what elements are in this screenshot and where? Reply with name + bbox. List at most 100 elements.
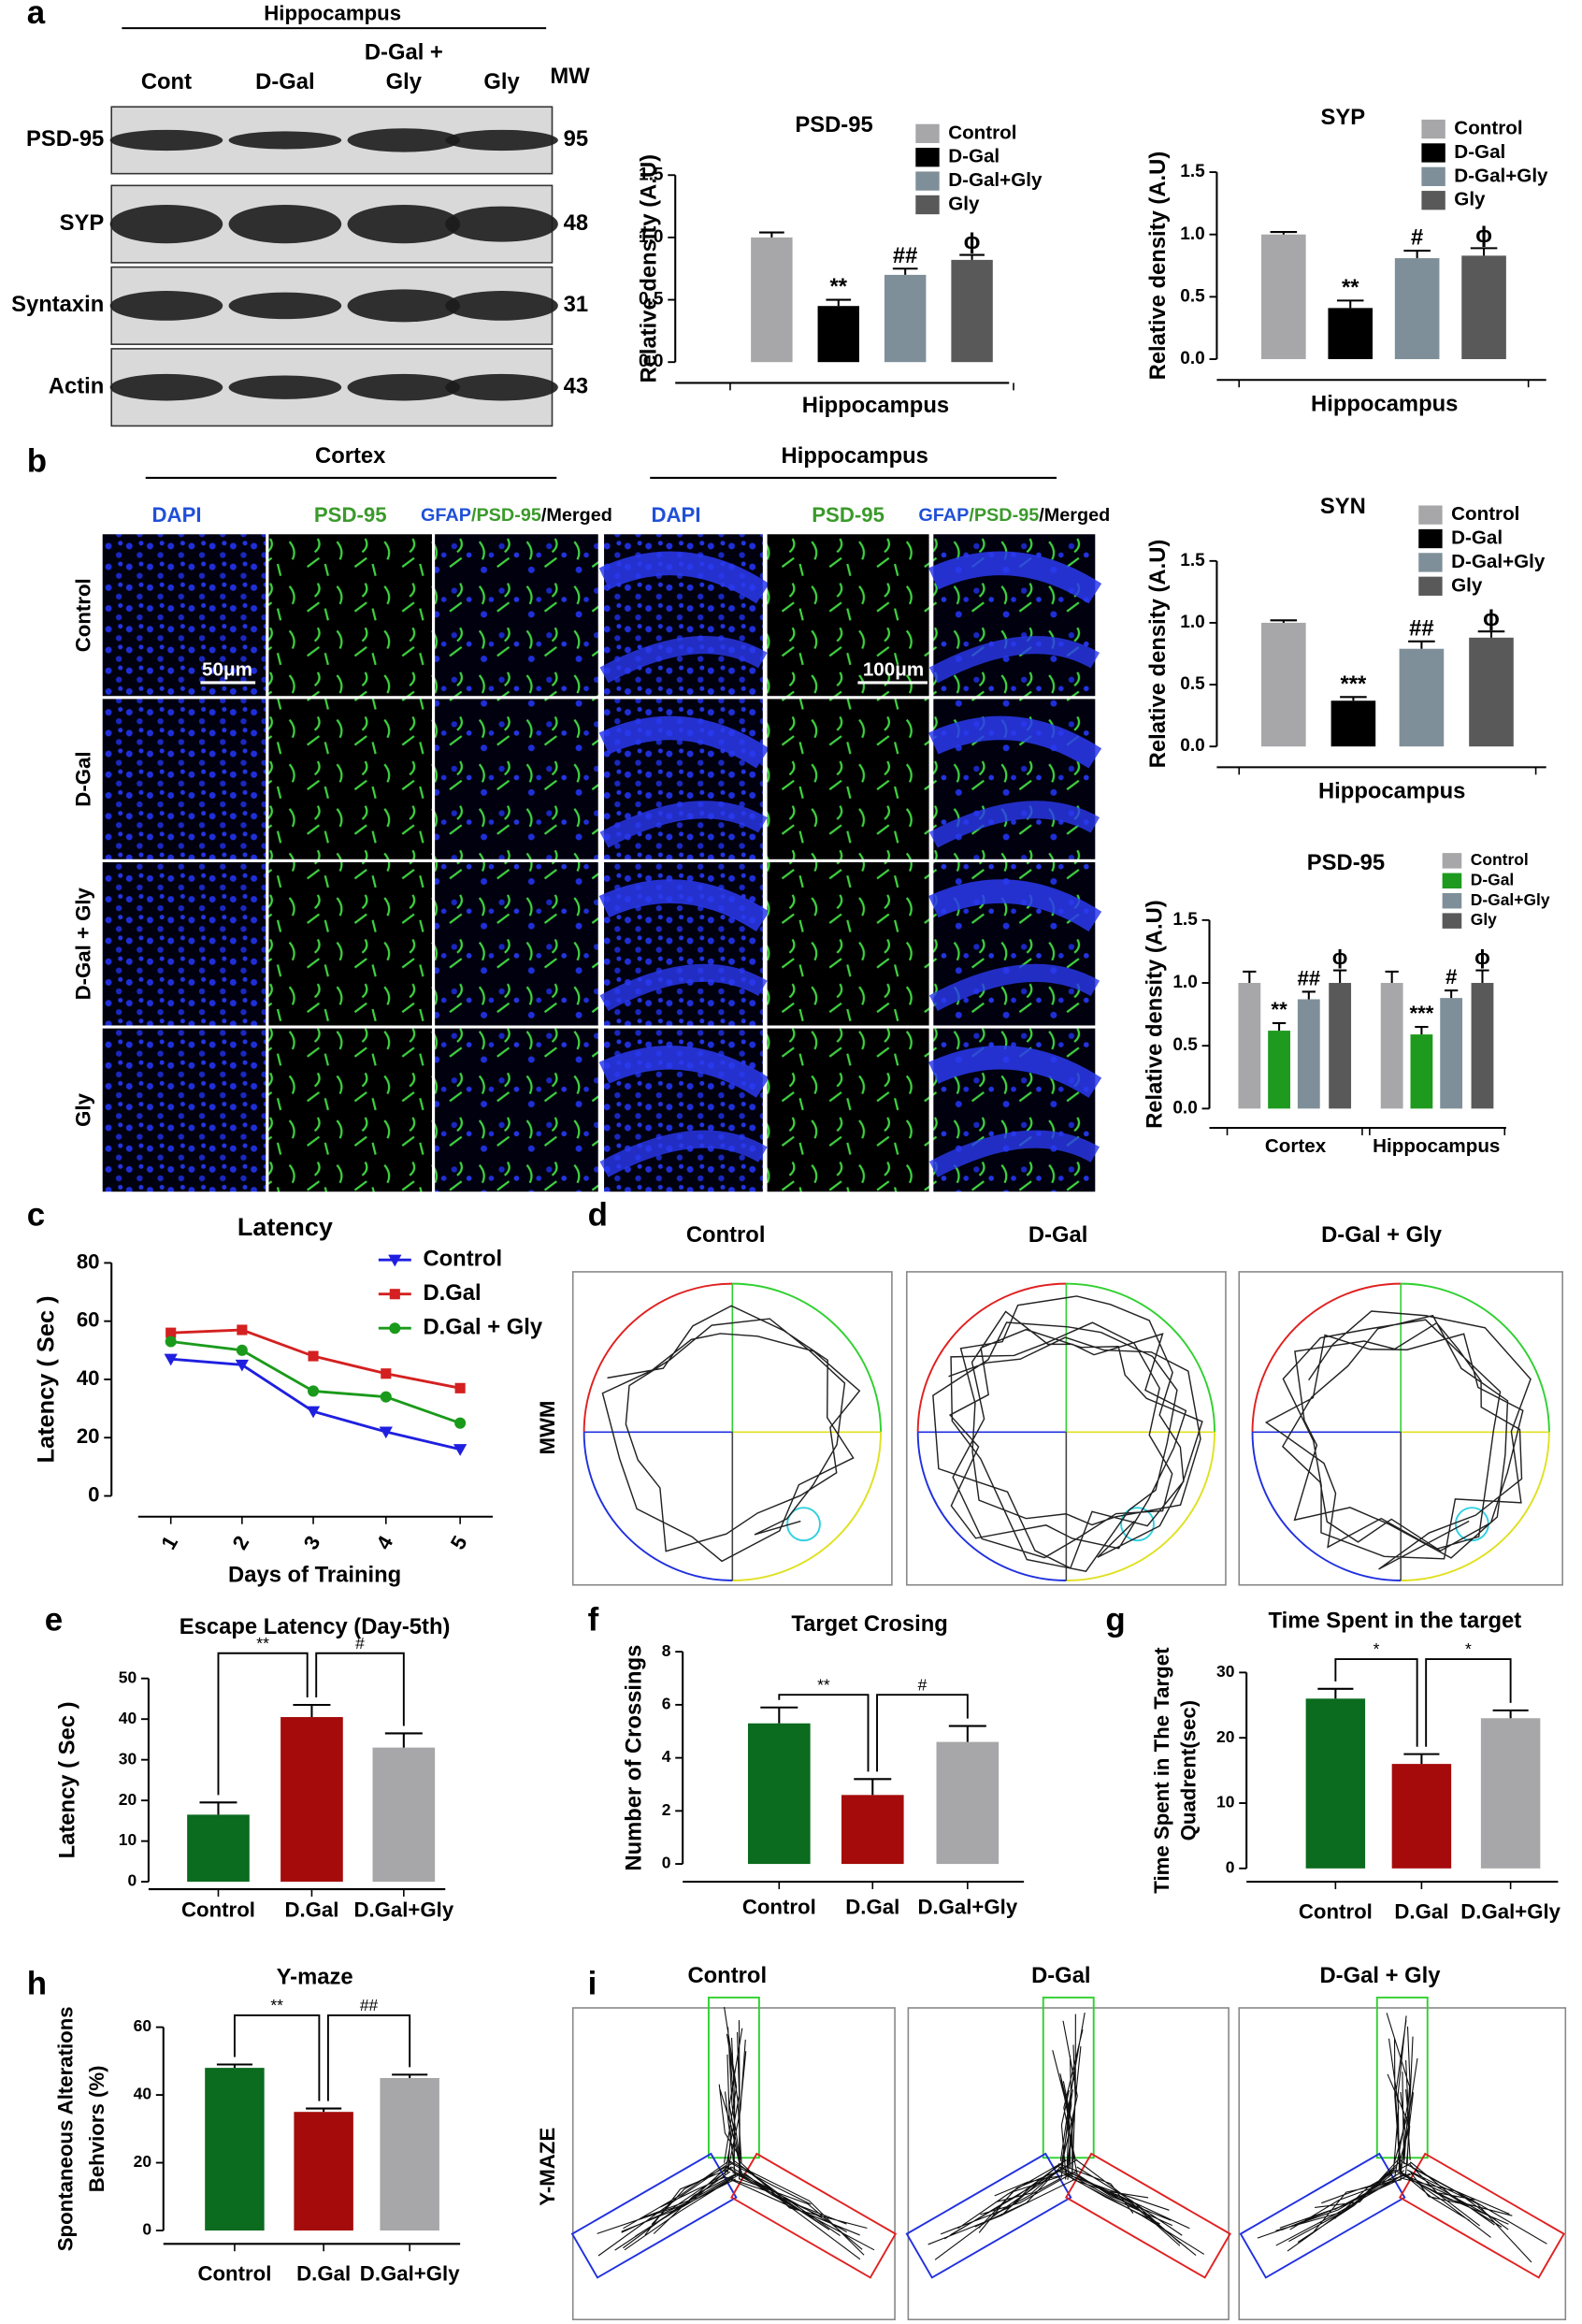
point — [237, 1324, 248, 1335]
quadrant-arc — [1401, 1282, 1550, 1433]
row-label: D-Gal — [72, 751, 95, 806]
y-tick-label: 40 — [77, 1366, 100, 1390]
legend-label: D.Gal — [423, 1280, 481, 1306]
legend-label: D-Gal+Gly — [1451, 551, 1546, 572]
comparison-bracket — [326, 2014, 411, 2101]
x-tick-label: Control — [181, 1898, 255, 1922]
point — [235, 1359, 250, 1372]
y-tick-label: 1.5 — [1180, 162, 1205, 181]
legend-label: D-Gal — [1471, 870, 1515, 888]
point — [165, 1335, 177, 1348]
maze-track — [718, 2006, 747, 2180]
legend-swatch — [915, 171, 940, 191]
micrograph — [102, 699, 266, 859]
legend-label: Control — [948, 122, 1016, 143]
significance: ** — [1271, 998, 1287, 1021]
quadrant-arc — [1401, 1432, 1550, 1581]
blot-band — [228, 292, 342, 320]
y-tick-label: 0.0 — [1180, 349, 1204, 368]
micrograph — [767, 534, 929, 697]
micrograph — [102, 861, 266, 1026]
comparison-label: * — [1373, 1639, 1380, 1658]
maze-arm — [1239, 2152, 1406, 2279]
bar — [1328, 308, 1373, 360]
y-tick-label: 2 — [662, 1800, 671, 1819]
y-tick-label: 20 — [119, 1790, 137, 1809]
channel-header: DAPI — [152, 503, 202, 527]
y-axis-label: Number of Crossings — [622, 1645, 647, 1871]
point — [389, 1322, 401, 1335]
lane-label: Gly — [483, 69, 520, 94]
y-axis-label: Spontaneous Alterations — [53, 2006, 77, 2251]
cell-layer — [598, 551, 769, 604]
x-tick-label: 3 — [299, 1532, 325, 1553]
quadrant-arc — [1251, 1282, 1402, 1433]
micrograph — [268, 699, 432, 859]
y-axis-label: Relative density (A.U) — [1145, 152, 1171, 381]
significance: *** — [1409, 1002, 1433, 1025]
y-tick-label: 20 — [77, 1424, 100, 1448]
y-tick-label: 20 — [134, 2152, 151, 2171]
cell-layer — [928, 963, 1100, 1012]
legend-label: D-Gal+Gly — [1471, 890, 1550, 909]
y-tick-label: 1.5 — [1172, 910, 1198, 930]
quadrant-arc — [732, 1282, 882, 1433]
point — [453, 1444, 467, 1456]
y-tick-label: 1.0 — [1180, 613, 1204, 632]
y-tick-label: 0.0 — [639, 352, 663, 371]
x-tick-label: 5 — [446, 1532, 472, 1553]
legend-label: D-Gal+Gly — [1454, 165, 1548, 186]
legend-swatch — [1421, 143, 1445, 163]
point — [381, 1368, 392, 1379]
y-tick-label: 4 — [662, 1747, 671, 1766]
y-tick-label: 0.5 — [1180, 674, 1205, 694]
quadrant-arc — [1066, 1432, 1215, 1581]
blot-protein: PSD-95 — [26, 126, 104, 152]
significance: ** — [830, 274, 848, 299]
comparison-label: ** — [270, 1996, 283, 2014]
cell-layer — [598, 715, 769, 769]
legend-swatch — [915, 123, 940, 143]
bar — [884, 274, 927, 363]
blot-mw: 95 — [564, 126, 588, 152]
lane-label: Cont — [141, 69, 192, 94]
bar — [1297, 999, 1320, 1109]
blot-band — [109, 291, 223, 321]
bar — [187, 1814, 250, 1883]
lane-label: D-Gal + — [365, 39, 443, 65]
panel-letter: b — [27, 442, 47, 479]
bar — [1268, 1031, 1290, 1109]
y-axis-label: Relative density (A.U) — [1145, 540, 1171, 769]
micrograph — [435, 1028, 598, 1192]
group-title: D-Gal — [1031, 1963, 1090, 1988]
legend-swatch — [1418, 505, 1443, 525]
y-axis-label: Relative density (A.U) — [1143, 900, 1168, 1129]
blot-band — [347, 289, 461, 323]
maze-track — [1052, 2012, 1086, 2180]
y-axis-label: Latency ( Sec ) — [54, 1701, 79, 1858]
legend-swatch — [1442, 913, 1462, 929]
maze-track — [597, 2161, 742, 2257]
y-tick-label: 0 — [127, 1871, 137, 1890]
group-title: D-Gal + Gly — [1321, 1222, 1443, 1248]
comparison-bracket — [778, 1694, 870, 1772]
x-tick-label: Control — [1299, 1899, 1373, 1923]
comparison-label: ** — [817, 1675, 830, 1694]
significance: # — [1445, 965, 1457, 989]
quadrant-arc — [1066, 1282, 1215, 1433]
legend-swatch — [1442, 892, 1462, 909]
comparison-label: ## — [360, 1996, 379, 2014]
blot-protein: SYP — [60, 210, 105, 236]
y-tick-label: 30 — [1216, 1662, 1234, 1681]
panel-letter: h — [27, 1965, 47, 2001]
quadrant-arc — [582, 1282, 733, 1433]
y-tick-label: 40 — [119, 1709, 137, 1727]
quadrant-arc — [916, 1432, 1067, 1581]
bar — [1480, 1718, 1541, 1869]
quadrant-arc — [916, 1282, 1067, 1433]
panel-letter: f — [588, 1602, 599, 1638]
cell-layer — [928, 1046, 1102, 1098]
comparison-bracket — [315, 1652, 405, 1726]
micrograph — [767, 1028, 929, 1192]
